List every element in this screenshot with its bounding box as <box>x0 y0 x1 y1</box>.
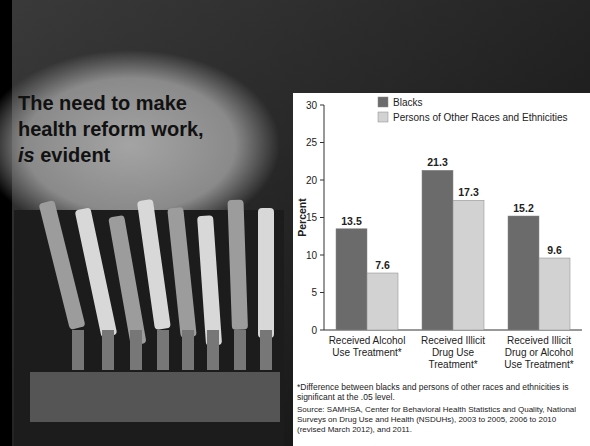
legend-swatch <box>378 112 388 122</box>
x-tick-label-line: Received Illicit <box>507 335 571 346</box>
x-tick-label-line: Use Treatment* <box>504 359 574 370</box>
data-label: 17.3 <box>458 186 479 198</box>
photo-drip-tray <box>30 372 280 422</box>
data-label: 7.6 <box>375 259 390 271</box>
y-tick-label: 30 <box>306 100 318 111</box>
data-label: 9.6 <box>547 244 562 256</box>
title-part: evident <box>35 144 111 166</box>
photo-tap <box>197 215 222 346</box>
bar <box>539 258 570 330</box>
y-tick <box>320 292 324 293</box>
y-tick-label: 20 <box>306 175 318 186</box>
y-tick <box>320 330 324 331</box>
source: Source: SAMHSA, Center for Behavioral He… <box>297 405 585 435</box>
x-tick-label: Received AlcoholUse Treatment* <box>329 335 406 358</box>
x-tick-label: Received IllicitDrug UseTreatment* <box>421 335 485 370</box>
footnote: *Difference between blacks and persons o… <box>297 382 585 402</box>
x-tick-label-line: Received Alcohol <box>329 335 406 346</box>
photo-tap-base <box>260 330 272 370</box>
x-tick-label-line: Drug Use <box>432 347 475 358</box>
y-tick-label: 10 <box>306 250 318 261</box>
bar <box>453 200 484 330</box>
photo-edge <box>0 0 12 446</box>
slide-title: The need to make health reform work, is … <box>18 90 223 168</box>
x-tick-label-line: Received Illicit <box>421 335 485 346</box>
data-label: 15.2 <box>513 202 534 214</box>
photo-tap <box>108 215 146 346</box>
y-tick-label: 25 <box>306 137 318 148</box>
photo-tap-base <box>234 330 246 370</box>
legend: Blacks Persons of Other Races and Ethnici… <box>378 97 568 123</box>
y-tick <box>320 217 324 218</box>
data-label: 13.5 <box>341 215 362 227</box>
photo-tap-base <box>207 330 219 370</box>
canvas: 051015202530Percent13.521.315.27.617.39.… <box>0 0 590 446</box>
y-tick <box>320 180 324 181</box>
photo-tap <box>167 207 197 338</box>
photo-tap-base <box>182 330 194 370</box>
title-part: The need to make health reform work, <box>18 92 204 140</box>
data-labels: 13.5 21.3 15.2 7.6 17.3 9.6 <box>341 156 562 271</box>
x-tick-label: Received IllicitDrug or AlcoholUse Treat… <box>504 335 574 370</box>
y-axis-title: Percent <box>296 198 308 237</box>
photo-tap-base <box>130 330 142 370</box>
legend-label: Blacks <box>393 97 422 108</box>
slide: 051015202530Percent13.521.315.27.617.39.… <box>0 0 590 446</box>
bar <box>336 229 367 330</box>
legend-swatch <box>378 97 388 107</box>
y-tick <box>320 255 324 256</box>
y-tick <box>320 105 324 106</box>
photo-tap-base <box>72 330 84 370</box>
chart-panel <box>293 93 590 446</box>
bar <box>508 216 539 330</box>
x-tick-label-line: Drug or Alcohol <box>505 347 573 358</box>
photo-tap <box>227 200 248 330</box>
bar <box>367 273 398 330</box>
photo-tap <box>137 199 171 330</box>
photo-tap-base <box>157 330 169 370</box>
bar <box>422 170 453 330</box>
y-tick-label: 5 <box>311 287 317 298</box>
photo-tap <box>258 208 274 338</box>
y-tick-label: 0 <box>311 325 317 336</box>
x-tick-label-line: Use Treatment* <box>332 347 402 358</box>
data-label: 21.3 <box>427 156 448 168</box>
title-part: is <box>18 144 35 166</box>
photo-tap-base <box>102 330 114 370</box>
y-tick <box>320 142 324 143</box>
x-tick-label-line: Treatment* <box>428 359 477 370</box>
bars <box>336 170 570 330</box>
legend-label: Persons of Other Races and Ethnicities <box>393 112 568 123</box>
